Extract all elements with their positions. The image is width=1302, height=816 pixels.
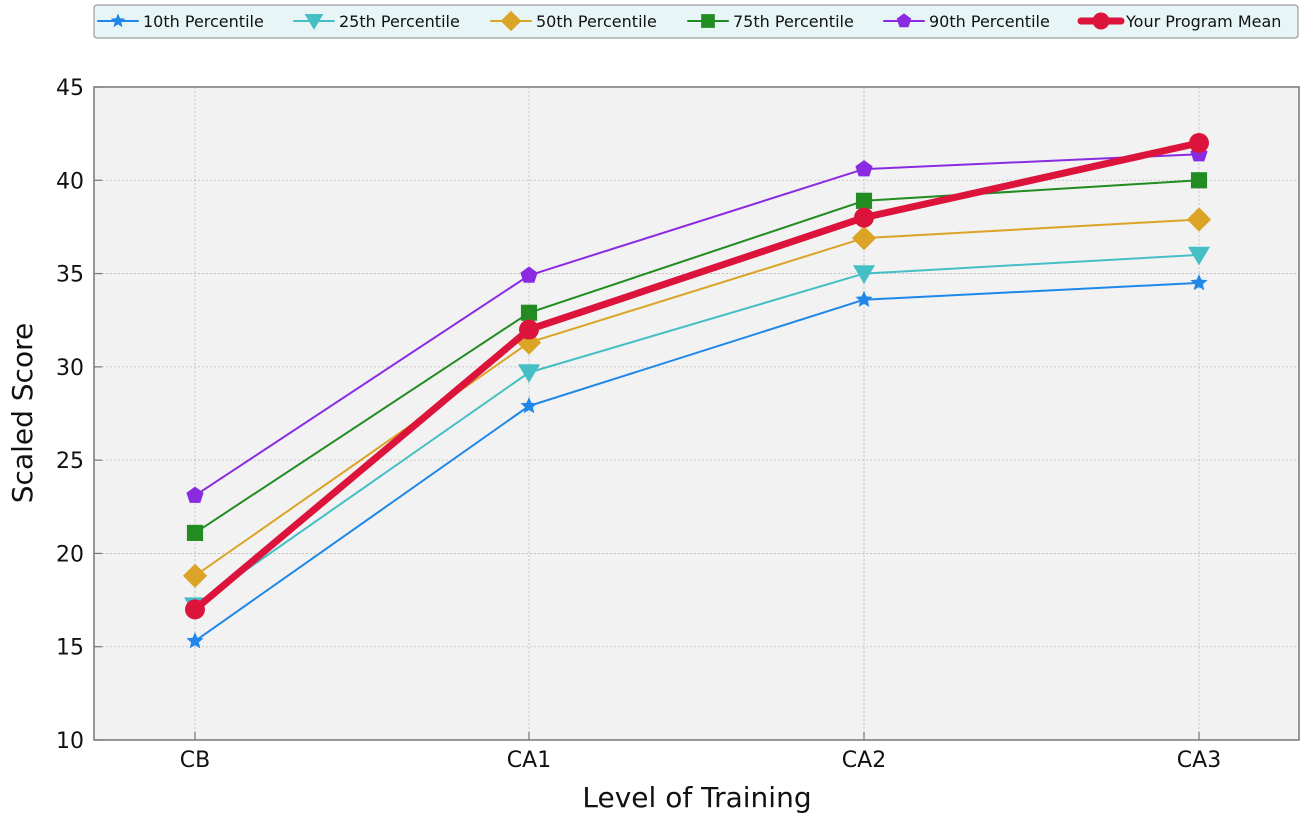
data-point <box>519 319 539 340</box>
series-line <box>194 153 1200 497</box>
series-your-program-mean <box>185 132 1209 620</box>
y-axis-label: Scaled Score <box>6 323 39 503</box>
legend-marker <box>110 13 126 28</box>
data-point <box>518 364 540 383</box>
y-tick-label: 35 <box>56 263 84 288</box>
series-line <box>194 218 1200 577</box>
y-tick-label: 20 <box>56 542 84 567</box>
data-point <box>851 226 877 251</box>
legend-item: Your Program Mean <box>1077 12 1281 31</box>
x-axis: CB CA1 CA2 CA3 <box>180 732 1221 773</box>
data-point <box>520 304 538 321</box>
data-point <box>516 330 542 355</box>
y-tick-label: 15 <box>56 636 84 661</box>
data-point <box>185 599 205 620</box>
data-point <box>1188 246 1210 266</box>
data-point <box>182 563 208 588</box>
data-point <box>186 486 204 503</box>
series-line <box>194 281 1200 643</box>
legend-label: 25th Percentile <box>339 12 460 31</box>
data-point <box>1189 132 1209 153</box>
data-point <box>854 207 874 228</box>
x-axis-label: Level of Training <box>582 781 811 814</box>
legend-label: Your Program Mean <box>1125 12 1281 31</box>
legend-item: 75th Percentile <box>687 12 854 31</box>
legend-item: 25th Percentile <box>293 12 460 31</box>
legend-label: 10th Percentile <box>143 12 264 31</box>
plot-area <box>94 87 1299 740</box>
x-tick-label: CB <box>180 748 210 773</box>
y-tick-label: 10 <box>56 729 84 754</box>
legend-item: 90th Percentile <box>883 12 1050 31</box>
series-line <box>191 139 1203 613</box>
y-tick-label: 40 <box>56 169 84 194</box>
data-point <box>855 192 873 209</box>
y-axis: 10 15 20 25 30 35 40 45 <box>56 76 102 754</box>
x-tick-label: CA3 <box>1177 748 1221 773</box>
legend-item: 10th Percentile <box>97 12 264 31</box>
data-point <box>520 397 538 414</box>
legend-label: 90th Percentile <box>929 12 1050 31</box>
legend-marker <box>304 14 324 30</box>
data-point <box>186 632 204 649</box>
legend-marker <box>896 13 912 28</box>
data-point <box>855 290 873 307</box>
data-point <box>186 524 204 541</box>
data-point <box>1190 273 1208 291</box>
data-point <box>1190 172 1208 189</box>
x-tick-label: CA1 <box>507 748 551 773</box>
y-tick-label: 30 <box>56 356 84 381</box>
x-tick-label: CA2 <box>842 748 886 773</box>
series-layer <box>182 132 1212 649</box>
series-line <box>194 179 1200 534</box>
data-point <box>853 265 875 284</box>
legend-label: 75th Percentile <box>733 12 854 31</box>
legend-marker <box>701 14 715 28</box>
series-75th-percentile <box>186 172 1208 541</box>
data-point <box>520 266 538 283</box>
y-tick-label: 25 <box>56 449 84 474</box>
plot-frame <box>93 86 1300 741</box>
data-point <box>1186 207 1212 232</box>
series-50th-percentile <box>182 207 1212 588</box>
series-10th-percentile <box>186 273 1208 649</box>
legend: 10th Percentile 25th Percentile 50th Perce… <box>93 4 1299 39</box>
legend-item: 50th Percentile <box>490 10 657 32</box>
legend-marker <box>1092 12 1110 30</box>
legend-marker <box>500 10 522 32</box>
series-line <box>194 253 1200 607</box>
y-tick-label: 45 <box>56 76 84 101</box>
legend-label: 50th Percentile <box>536 12 657 31</box>
data-point <box>855 160 873 177</box>
